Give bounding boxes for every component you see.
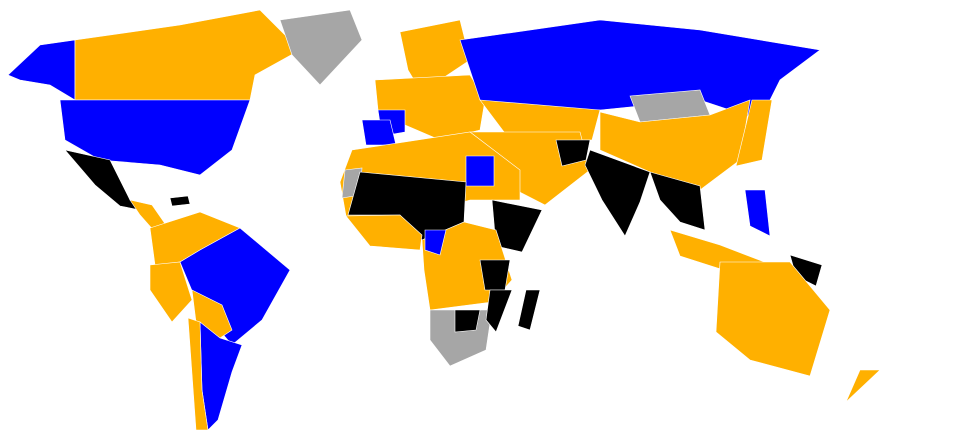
region-greenland [279,9,363,86]
region-zimbabwe [454,309,481,333]
region-spain [361,119,397,146]
region-usa [59,99,251,176]
region-new-zealand [845,369,881,403]
region-peru [149,261,193,323]
region-mozambique [485,289,513,333]
region-australia [715,261,831,377]
region-philippines [744,189,771,237]
region-afghanistan [555,139,591,167]
region-west-africa [345,214,423,251]
region-alaska [7,39,76,101]
region-southeast-asia [649,171,706,231]
region-madagascar [517,289,541,331]
region-kazakhstan [479,99,601,141]
region-east-africa [479,259,511,291]
region-canada [74,9,301,101]
region-japan [735,99,773,167]
region-chile [187,317,209,431]
region-congo [424,229,447,256]
region-caribbean [169,195,191,207]
region-egypt [465,155,495,187]
